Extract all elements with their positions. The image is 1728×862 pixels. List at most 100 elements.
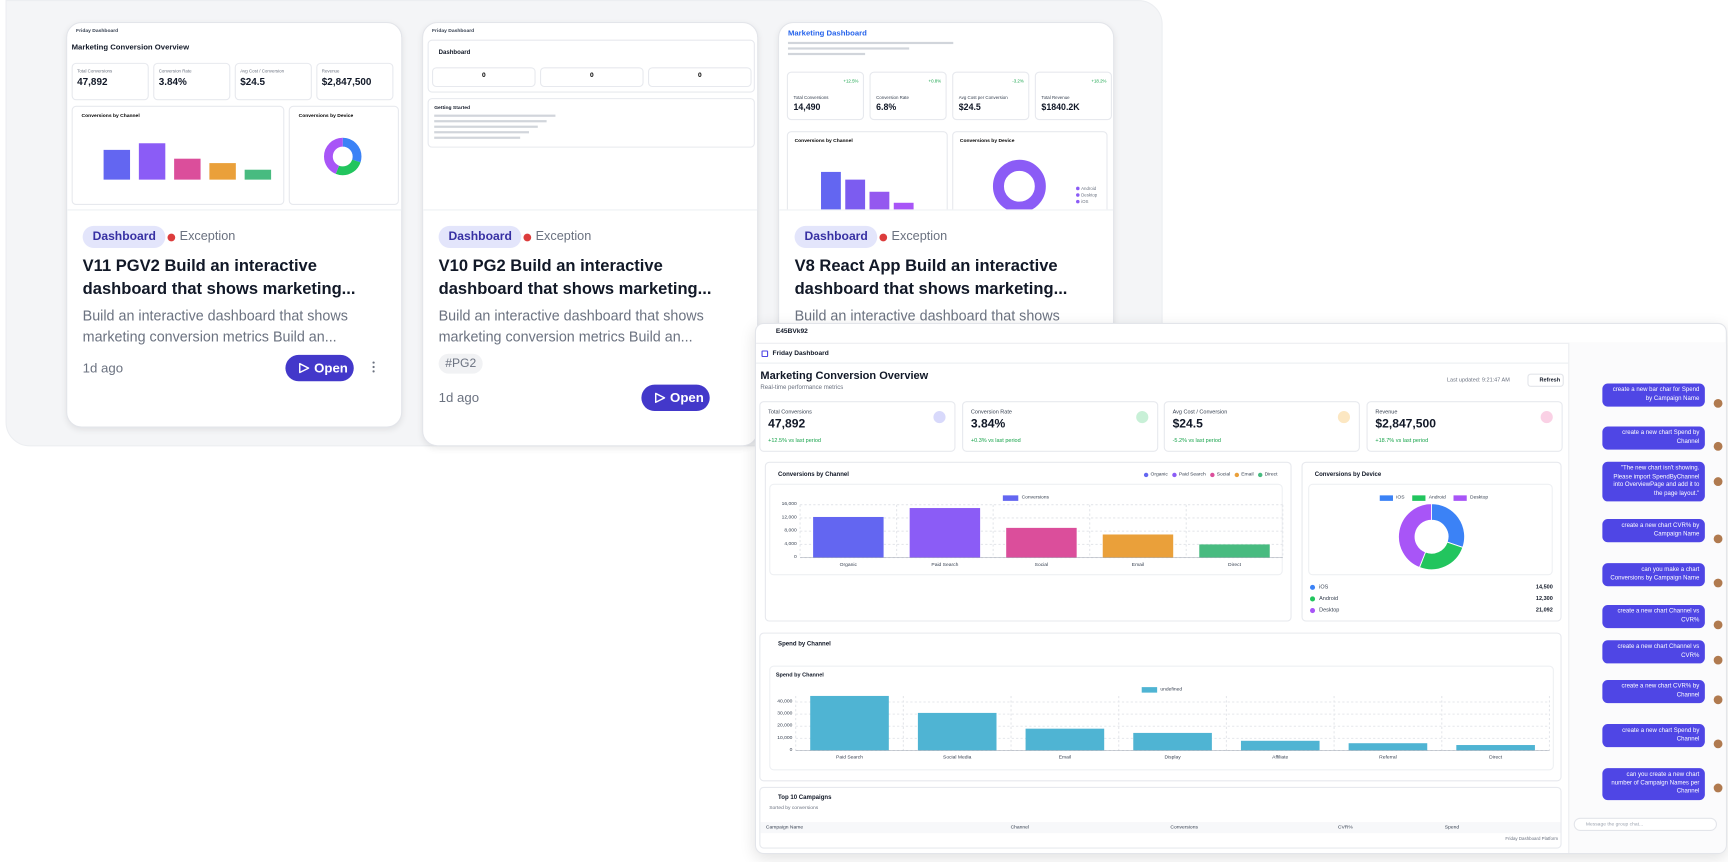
kpi-icon: [1540, 411, 1553, 424]
preview-app-name: Friday Dashboard: [431, 27, 475, 34]
chat-input[interactable]: Message the group chat...: [1573, 817, 1717, 831]
chat-message: "The new chart isn't showing. Please imp…: [1602, 461, 1705, 502]
chat-message: create a new chart CVR% by Channel: [1602, 679, 1705, 704]
menu-dot[interactable]: [372, 370, 376, 373]
chat-avatar: [1713, 695, 1723, 705]
kpi-card: Total Conversions 47,892 +12.5% vs last pe…: [759, 401, 956, 452]
card-description: Build an interactive dashboard that show…: [438, 307, 704, 345]
kpi-value: 3.84%: [970, 417, 1006, 431]
preview-kpi-label: Total Revenue: [1041, 94, 1070, 101]
preview-bar: [244, 169, 272, 180]
tab-title: E45BVk92: [775, 328, 808, 336]
kpi-icon: [1337, 411, 1350, 424]
project-card[interactable]: Marketing Dashboard +12.5% Total Conversio…: [778, 22, 1115, 353]
graphics: [299, 362, 310, 374]
preview-kpi-label: Revenue: [321, 68, 340, 74]
preview-chart-card: Conversions by Channel: [71, 105, 285, 205]
kpi-label: Conversion Rate: [970, 408, 1012, 416]
chat-message: can you make a chart Conversions by Camp…: [1602, 563, 1705, 587]
project-card[interactable]: Friday Dashboard Marketing Conversion Ove…: [66, 22, 403, 428]
preview-stat-value: 0: [589, 72, 594, 80]
chat-avatar: [1713, 441, 1723, 451]
kpi-change: +12.5% vs last period: [768, 437, 821, 445]
table-card: [759, 786, 1562, 849]
kpi-card: Avg Cost / Conversion $24.5 -5.2% vs last …: [1163, 401, 1360, 452]
kpi-label: Total Conversions: [768, 408, 812, 416]
app-window: E45BVk92 Friday Dashboard Marketing Conver…: [754, 322, 1727, 855]
app-bar-divider: [755, 362, 1569, 364]
chat-avatar: [1713, 477, 1723, 486]
preview-legend-label: Desktop: [1081, 193, 1098, 198]
preview-kpi-card: Avg Cost / Conversion $24.5: [234, 62, 312, 101]
graphics: [103, 143, 272, 180]
preview-heading: Marketing Conversion Overview: [71, 44, 190, 52]
preview-legend-label: iOS: [1081, 199, 1088, 204]
preview-stat-value: 0: [481, 72, 486, 80]
project-card[interactable]: Friday Dashboard Dashboard 0 0 0 Getting Star…: [422, 22, 759, 447]
preview-kpi-value: $1840.2K: [1041, 102, 1080, 113]
preview-kpi-change: +12.5%: [843, 78, 859, 84]
preview-kpi-change: +0.8%: [928, 78, 942, 84]
kpi-change: -5.2% vs last period: [1172, 437, 1221, 445]
preview-kpi-card: Total Conversions 47,892: [71, 62, 149, 101]
table-header-row: [760, 822, 1561, 834]
preview-kpi-value: $24.5: [958, 102, 981, 113]
preview-text-line: [787, 52, 866, 56]
play-icon: [299, 362, 310, 374]
preview-kpi-card: +12.5% Total Conversions 14,490: [786, 71, 864, 121]
preview-chart-card: Conversions by Channel: [786, 131, 948, 210]
preview-kpi-card: -3.2% Avg Cost per Conversion $24.5: [952, 71, 1030, 121]
preview-kpi-card: Conversion Rate 3.84%: [153, 62, 231, 101]
preview-heading: Marketing Dashboard: [787, 29, 867, 38]
status-label: Exception: [891, 230, 948, 244]
card-description: Build an interactive dashboard that show…: [794, 307, 1060, 324]
preview-heading: Dashboard: [438, 49, 471, 57]
preview-kpi-change: +18.2%: [1091, 78, 1107, 84]
play-icon: [654, 392, 666, 403]
menu-dot[interactable]: [372, 365, 376, 369]
preview-donut-segment: [323, 137, 362, 176]
chat-avatar: [1713, 398, 1723, 408]
preview-kpi-label: Total Conversions: [77, 68, 113, 74]
updated-time: 1d ago: [82, 360, 124, 376]
preview-chart-title: Conversions by Device: [298, 112, 354, 118]
preview-stat-value: 0: [697, 72, 702, 80]
preview-chart-title: Conversions by Device: [959, 137, 1015, 144]
kpi-value: $2,847,500: [1375, 417, 1437, 431]
chat-message: create a new chart Channel vs CVR%: [1602, 640, 1705, 664]
menu-dot[interactable]: [372, 361, 376, 365]
chat-message: create a new chart Spend by Channel: [1602, 426, 1705, 450]
last-updated: Last updated: 9:21:47 AM: [1446, 376, 1510, 384]
chat-avatar: [1713, 534, 1723, 544]
kpi-label: Revenue: [1375, 408, 1398, 416]
chat-message: create a new chart Channel vs CVR%: [1602, 605, 1705, 629]
card-preview: Friday Dashboard Dashboard 0 0 0 Getting Star…: [423, 23, 758, 211]
chat-message: create a new chart CVR% by Campaign Name: [1602, 519, 1705, 543]
open-button[interactable]: Open: [285, 354, 354, 382]
preview-bar: [174, 158, 201, 180]
preview-kpi-value: 47,892: [77, 76, 108, 88]
chat-avatar: [1713, 655, 1723, 665]
refresh-button[interactable]: Refresh: [1527, 373, 1564, 387]
chart-frame: [1308, 483, 1553, 576]
preview-kpi-value: 3.84%: [158, 76, 187, 88]
preview-donut-segment: [323, 137, 362, 176]
kpi-card: Revenue $2,847,500 +18.7% vs last period: [1366, 401, 1563, 452]
open-button[interactable]: Open: [641, 384, 710, 412]
table-title: Top 10 Campaigns: [778, 794, 832, 802]
preview-kpi-label: Avg Cost / Conversion: [240, 68, 285, 74]
preview-legend-dot: [1076, 199, 1080, 204]
page-heading: Marketing Conversion Overview: [760, 370, 929, 383]
chat-message: create a new bar char for Spend by Campa…: [1602, 383, 1705, 407]
type-tag: Dashboard: [438, 225, 522, 248]
status-label: Exception: [179, 230, 236, 244]
table-column-header: Spend: [1444, 824, 1460, 830]
graphics: [821, 171, 938, 210]
preview-bar: [821, 171, 841, 210]
kpi-value: $24.5: [1172, 417, 1203, 431]
chart-frame: [769, 665, 1554, 771]
preview-text-line: [434, 125, 538, 128]
